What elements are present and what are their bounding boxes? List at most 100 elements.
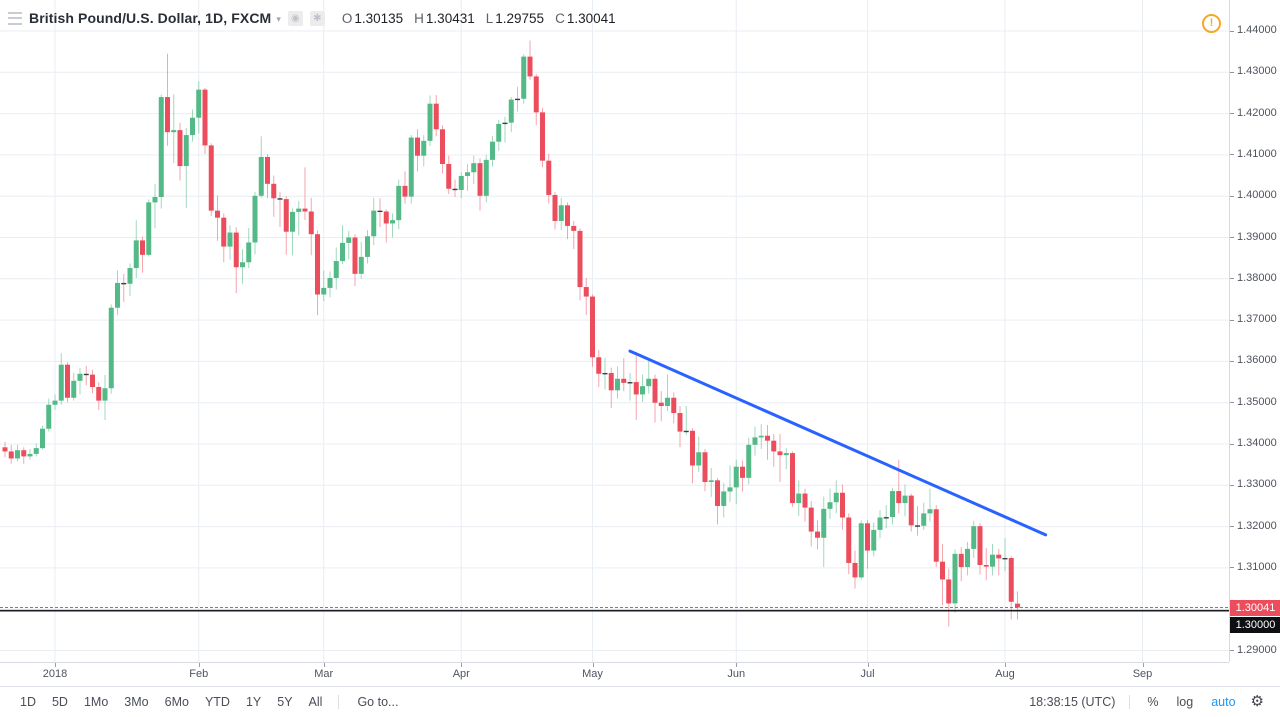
candle-body [1002, 557, 1008, 560]
range-1d[interactable]: 1D [20, 695, 36, 709]
candle-body [252, 195, 258, 243]
candle-body [33, 448, 39, 454]
candle-body [977, 526, 983, 566]
time-tick-mark [461, 663, 463, 667]
candle-body [715, 480, 720, 506]
candle-body [940, 561, 945, 580]
candle-body [771, 440, 777, 452]
time-tick-mark [1005, 663, 1006, 667]
candle-body [833, 492, 839, 503]
candle-body [158, 97, 164, 198]
price-tick-mark [1230, 195, 1234, 197]
candle-body [565, 205, 570, 226]
range-5y[interactable]: 5Y [277, 695, 293, 709]
candle-body [846, 517, 852, 563]
candle-body [27, 453, 33, 457]
price-tick-mark [1230, 567, 1234, 569]
price-tick-label: 1.41000 [1237, 147, 1277, 160]
candle-body [821, 508, 827, 538]
candle-body [858, 523, 864, 578]
go-to-button[interactable]: Go to... [357, 695, 399, 709]
candle-body [965, 548, 970, 568]
trendline-drawing[interactable] [628, 349, 1048, 537]
candle-body [746, 444, 752, 478]
log-scale-button[interactable]: log [1176, 695, 1194, 709]
auto-scale-button[interactable]: auto [1211, 695, 1236, 709]
candle-body [396, 185, 402, 221]
candle-body [927, 509, 933, 514]
gear-icon[interactable]: ⚙ [1250, 693, 1264, 710]
candle-body [246, 242, 252, 263]
candle-body [358, 256, 364, 274]
candle-body [627, 382, 633, 384]
time-tick-mark [592, 663, 594, 667]
candle-body [108, 307, 114, 389]
candle-body [946, 579, 952, 604]
candle-body [921, 513, 927, 526]
symbol-title[interactable]: British Pound/U.S. Dollar, 1D, FXCM [29, 10, 272, 26]
candle-body [215, 210, 220, 218]
percent-scale-button[interactable]: % [1147, 695, 1159, 709]
range-ytd[interactable]: YTD [204, 695, 230, 709]
data-warning-icon[interactable]: ! [1202, 14, 1221, 33]
range-1mo[interactable]: 1Mo [83, 695, 109, 709]
low-value: 1.29755 [495, 10, 545, 26]
range-all[interactable]: All [308, 695, 323, 709]
time-tick-label: Mar [314, 668, 334, 680]
candle-body [127, 268, 133, 284]
candle-body [290, 211, 295, 232]
range-5d[interactable]: 5D [51, 695, 68, 709]
candle-body [465, 172, 470, 176]
candle-body [646, 378, 652, 387]
time-axis[interactable]: 2018 Feb Mar Apr May Jun Jul Aug Sep [0, 662, 1229, 687]
candle-body [427, 103, 433, 141]
candle-body [527, 56, 533, 77]
time-tick-label: Sep [1132, 668, 1153, 680]
candle-body [208, 145, 214, 211]
candle-body [46, 404, 52, 429]
range-1y[interactable]: 1Y [245, 695, 262, 709]
chevron-down-icon[interactable]: ▾ [276, 13, 281, 24]
candle-body [733, 466, 739, 488]
candle-body [996, 554, 1002, 559]
candle-body [483, 159, 489, 196]
range-3mo[interactable]: 3Mo [124, 695, 149, 709]
candle-body [315, 234, 320, 295]
candle-body [433, 103, 439, 130]
candle-body [452, 188, 458, 191]
candle-body [221, 217, 227, 247]
candle-body [146, 202, 152, 255]
clock-utc[interactable]: 18:38:15 (UTC) [1029, 695, 1116, 709]
candle-body [583, 287, 589, 297]
price-tick-mark [1230, 360, 1234, 362]
candle-body [683, 430, 689, 433]
price-tick-mark [1230, 113, 1234, 115]
price-tick-mark [1230, 402, 1234, 404]
time-tick-label: 2018 [42, 668, 68, 680]
price-tick-label: 1.40000 [1237, 189, 1277, 202]
candle-body [1008, 557, 1014, 602]
gear-icon-small[interactable]: ✱ [309, 10, 325, 26]
price-tick-mark [1230, 237, 1234, 238]
candle-body [458, 175, 464, 191]
eye-icon[interactable]: ◉ [287, 10, 303, 26]
bottom-toolbar: 1D 5D 1Mo 3Mo 6Mo YTD 1Y 5Y All Go to...… [0, 686, 1280, 717]
price-tick-mark [1230, 71, 1234, 73]
candle-body [377, 210, 383, 213]
candle-body [533, 76, 539, 113]
time-tick-label: Jun [727, 668, 746, 680]
price-axis[interactable]: 1.44000 1.43000 1.42000 1.41000 1.40000 1.390… [1229, 0, 1280, 662]
candle-body [721, 491, 727, 506]
candle-body [227, 232, 233, 247]
candle-body [827, 502, 833, 509]
candle-body [577, 230, 583, 288]
price-tick-label: 1.33000 [1237, 478, 1277, 491]
time-tick-mark [867, 663, 869, 667]
price-tick-label: 1.35000 [1237, 395, 1277, 408]
price-tick-label: 1.32000 [1237, 519, 1277, 532]
candle-body [271, 183, 277, 199]
range-6mo[interactable]: 6Mo [164, 695, 189, 709]
symbol-menu-icon[interactable] [8, 11, 22, 26]
candle-body [590, 296, 595, 358]
